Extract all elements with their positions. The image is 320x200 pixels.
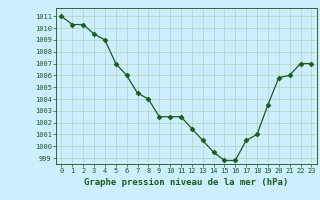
X-axis label: Graphe pression niveau de la mer (hPa): Graphe pression niveau de la mer (hPa) xyxy=(84,178,289,187)
